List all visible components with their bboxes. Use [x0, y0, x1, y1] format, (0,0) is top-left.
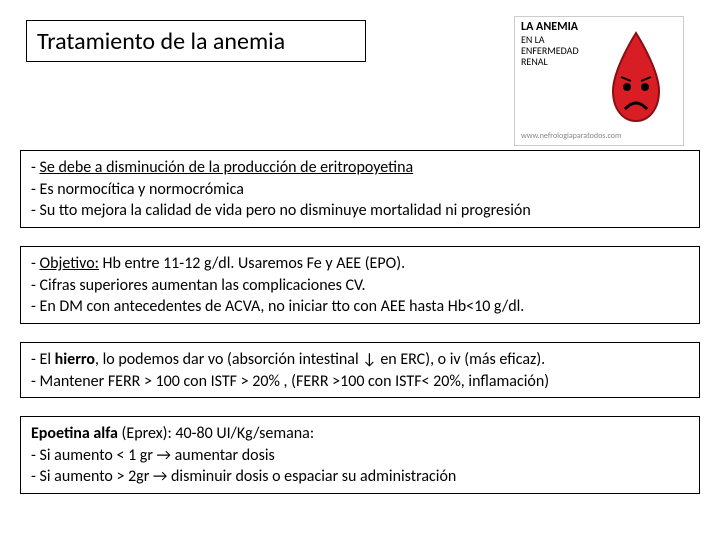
box2-line1: - Objetivo: Hb entre 11-12 g/dl. Usaremo…: [31, 253, 689, 275]
box3-l1-rest: , lo podemos dar vo (absorción intestina…: [95, 350, 545, 369]
title-box: Tratamiento de la anemia: [26, 20, 366, 62]
box2-l1-pre: -: [31, 254, 40, 273]
box4-l1-bold: Epoetina alfa: [31, 424, 118, 443]
box1-l1-pre: -: [31, 158, 40, 177]
drop-path: [613, 33, 659, 121]
box3-line2: - Mantener FERR > 100 con ISTF > 20% , (…: [31, 371, 689, 393]
box1-line3: - Su tto mejora la calidad de vida pero …: [31, 200, 689, 222]
box3-l1-bold: hierro: [55, 350, 95, 369]
box2-line3: - En DM con antecedentes de ACVA, no ini…: [31, 296, 689, 318]
drop-eye-right: [641, 83, 649, 91]
info-box-2: - Objetivo: Hb entre 11-12 g/dl. Usaremo…: [20, 246, 700, 324]
box2-l1-rest: Hb entre 11-12 g/dl. Usaremos Fe y AEE (…: [99, 254, 405, 273]
box1-l1-underline: Se debe a disminución de la producción d…: [40, 158, 414, 177]
info-box-3: - El hierro, lo podemos dar vo (absorció…: [20, 342, 700, 398]
drop-eye-left: [623, 83, 631, 91]
box4-line1: Epoetina alfa (Eprex): 40-80 UI/Kg/seman…: [31, 423, 689, 445]
box1-line2: - Es normocítica y normocrómica: [31, 179, 689, 201]
illustration-heading-main: LA ANEMIA: [521, 20, 578, 34]
box4-line3: - Si aumento > 2gr → disminuir dosis o e…: [31, 466, 689, 488]
blood-drop-icon: [605, 31, 667, 123]
info-box-1: - Se debe a disminución de la producción…: [20, 150, 700, 228]
box2-line2: - Cifras superiores aumentan las complic…: [31, 275, 689, 297]
slide-title: Tratamiento de la anemia: [37, 27, 285, 56]
illustration-footer: www.nefrologiaparatodos.com: [521, 131, 621, 141]
box3-l1-pre: - El: [31, 350, 55, 369]
anemia-illustration: LA ANEMIA EN LA ENFERMEDAD RENAL www.nef…: [514, 16, 684, 146]
illustration-heading-sub3: RENAL: [521, 56, 579, 67]
illustration-heading: LA ANEMIA EN LA ENFERMEDAD RENAL: [521, 21, 579, 67]
box1-line1: - Se debe a disminución de la producción…: [31, 157, 689, 179]
box2-l1-objective: Objetivo:: [40, 254, 99, 273]
box4-l1-rest: (Eprex): 40-80 UI/Kg/semana:: [118, 424, 314, 443]
box4-line2: - Si aumento < 1 gr → aumentar dosis: [31, 445, 689, 467]
box3-line1: - El hierro, lo podemos dar vo (absorció…: [31, 349, 689, 371]
info-box-4: Epoetina alfa (Eprex): 40-80 UI/Kg/seman…: [20, 416, 700, 494]
